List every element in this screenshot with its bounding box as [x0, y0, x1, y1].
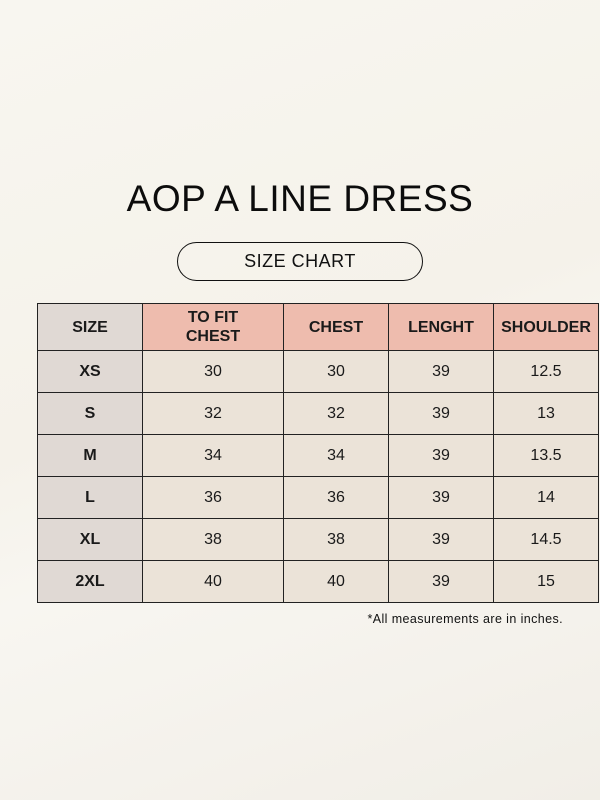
measurement-cell: 39 — [388, 560, 494, 603]
table-row: 2XL 40 40 39 15 — [37, 560, 599, 603]
measurement-cell: 13.5 — [493, 434, 599, 477]
column-header: CHEST — [283, 303, 389, 351]
column-header: TO FIT CHEST — [142, 303, 284, 351]
column-header: SIZE — [37, 303, 143, 351]
measurement-cell: 39 — [388, 392, 494, 435]
measurement-cell: 30 — [283, 350, 389, 393]
size-chart-label: SIZE CHART — [177, 242, 423, 281]
measurement-cell: 36 — [142, 476, 284, 519]
table-row: S 32 32 39 13 — [37, 392, 599, 435]
header-row: SIZE TO FIT CHEST CHEST LENGHT SHOULDER — [37, 303, 599, 351]
size-cell: S — [37, 392, 143, 435]
measurement-cell: 34 — [283, 434, 389, 477]
measurement-cell: 40 — [283, 560, 389, 603]
measurement-cell: 38 — [142, 518, 284, 561]
table-row: L 36 36 39 14 — [37, 476, 599, 519]
measurement-cell: 30 — [142, 350, 284, 393]
page-title: AOP A LINE DRESS — [126, 178, 474, 219]
measurement-cell: 39 — [388, 518, 494, 561]
measurement-cell: 39 — [388, 350, 494, 393]
measurement-cell: 36 — [283, 476, 389, 519]
size-cell: M — [37, 434, 143, 477]
size-cell: 2XL — [37, 560, 143, 603]
size-table: SIZE TO FIT CHEST CHEST LENGHT SHOULDER XS 30 3… — [37, 303, 599, 603]
table-row: XS 30 30 39 12.5 — [37, 350, 599, 393]
measurement-cell: 39 — [388, 434, 494, 477]
measurement-cell: 32 — [283, 392, 389, 435]
measurement-cell: 13 — [493, 392, 599, 435]
table-row: M 34 34 39 13.5 — [37, 434, 599, 477]
size-chart-text: SIZE CHART — [244, 251, 356, 271]
measurement-cell: 39 — [388, 476, 494, 519]
size-cell: XS — [37, 350, 143, 393]
size-cell: L — [37, 476, 143, 519]
measurement-cell: 12.5 — [493, 350, 599, 393]
measurement-cell: 15 — [493, 560, 599, 603]
measurement-cell: 14 — [493, 476, 599, 519]
measurement-cell: 32 — [142, 392, 284, 435]
column-header: LENGHT — [388, 303, 494, 351]
column-header: SHOULDER — [493, 303, 599, 351]
table-row: XL 38 38 39 14.5 — [37, 518, 599, 561]
measurement-cell: 38 — [283, 518, 389, 561]
measurement-cell: 14.5 — [493, 518, 599, 561]
measurement-cell: 34 — [142, 434, 284, 477]
measurement-note: *All measurements are in inches. — [367, 612, 563, 626]
size-cell: XL — [37, 518, 143, 561]
measurement-cell: 40 — [142, 560, 284, 603]
